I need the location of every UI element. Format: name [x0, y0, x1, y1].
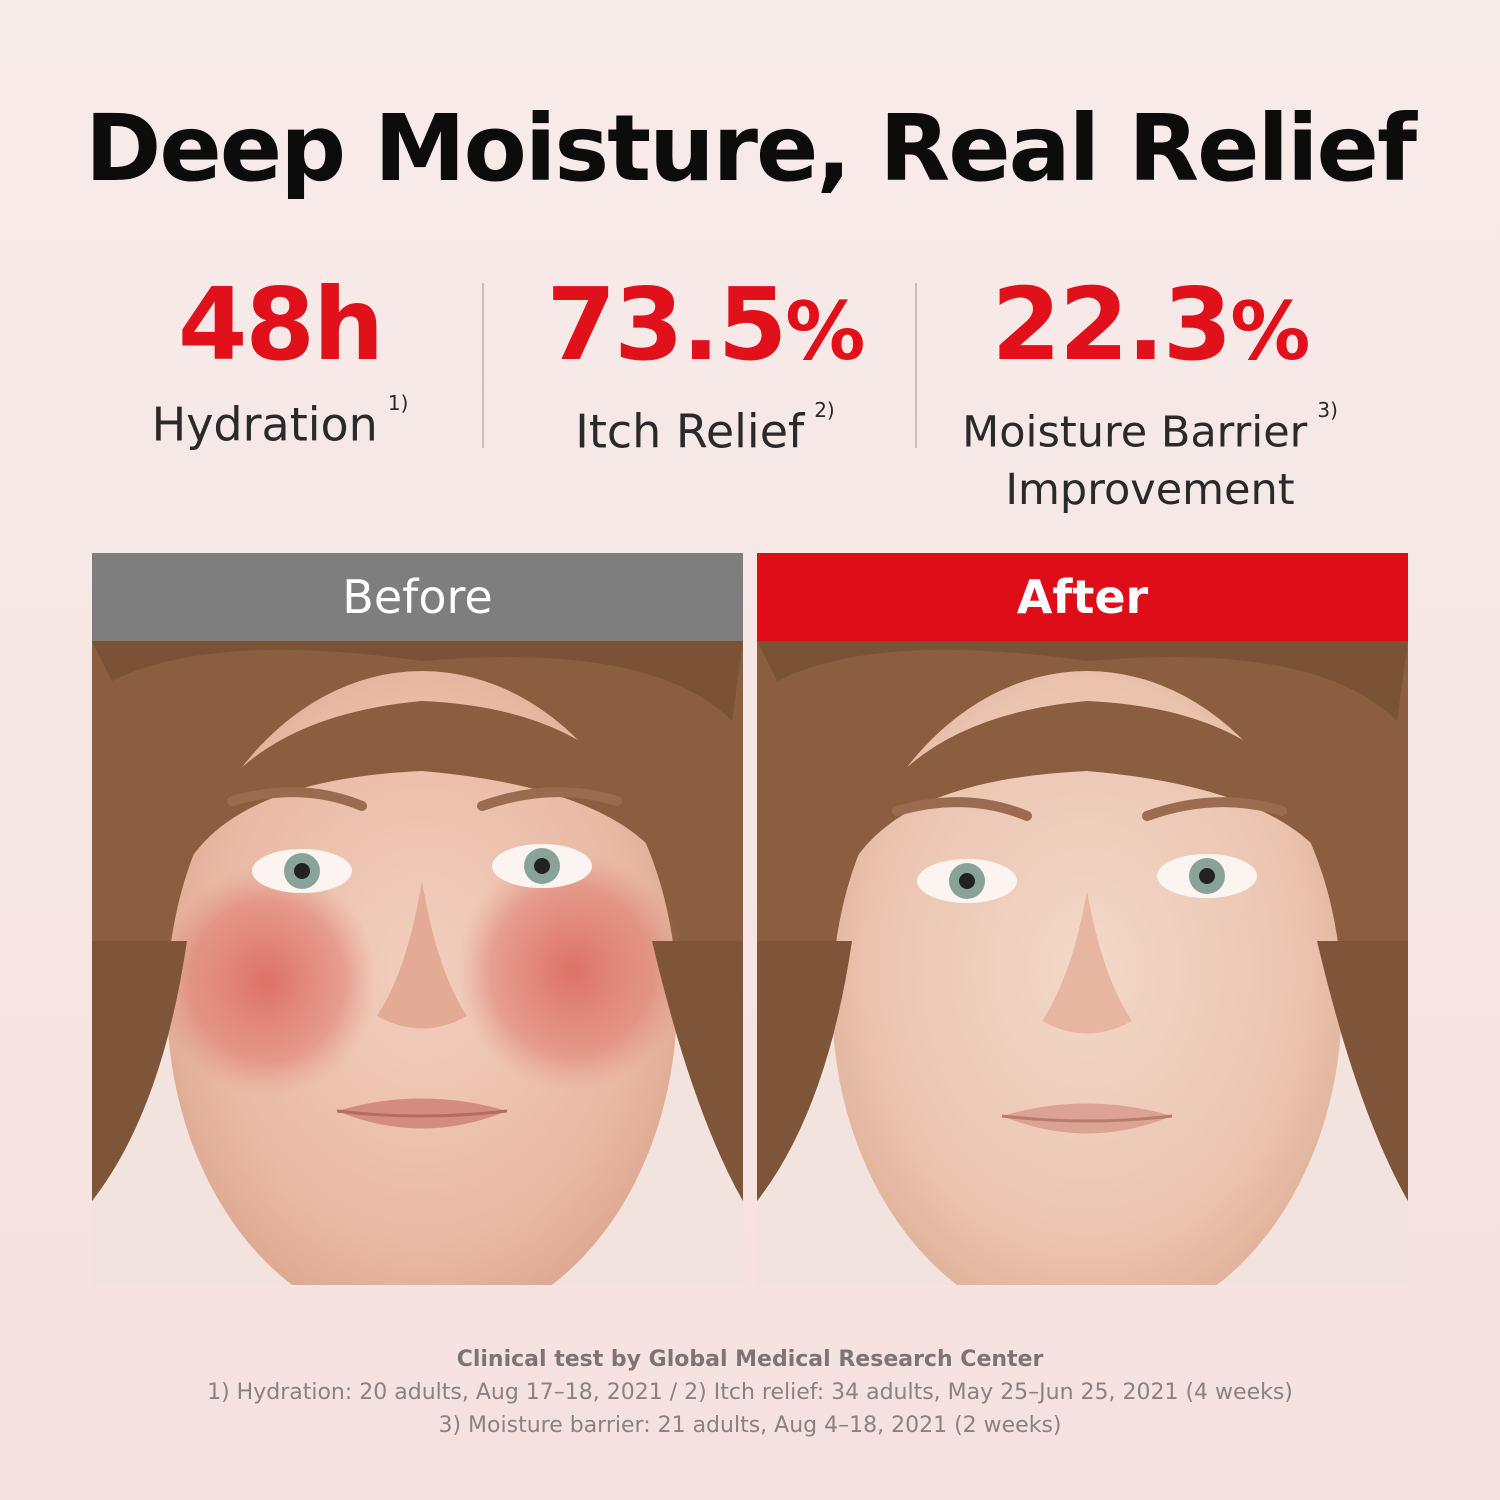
before-face-illustration — [92, 641, 743, 1285]
stat-moisture-barrier: 22.3% Moisture Barrier 3) Improvement — [960, 270, 1340, 519]
stat-itch-relief-value: 73.5% — [540, 270, 870, 387]
footnote-line-2: 3) Moisture barrier: 21 adults, Aug 4–18… — [438, 1413, 1062, 1438]
stat-moisture-barrier-footnote-ref: 3) — [1317, 398, 1338, 422]
after-header: After — [757, 553, 1408, 641]
before-face-photo — [92, 641, 743, 1285]
stat-hydration-footnote-ref: 1) — [387, 391, 409, 415]
footnote-line-1: 1) Hydration: 20 adults, Aug 17–18, 2021… — [207, 1380, 1293, 1405]
stat-moisture-barrier-label-text: Moisture Barrier — [962, 407, 1308, 458]
footnote-source: Clinical test by Global Medical Research… — [456, 1347, 1044, 1372]
stat-hydration: 48h Hydration 1) — [120, 270, 440, 453]
after-panel: After — [757, 553, 1408, 1285]
stat-itch-relief-number: 73.5 — [546, 266, 788, 383]
stat-itch-relief-footnote-ref: 2) — [814, 398, 835, 422]
stat-moisture-barrier-value: 22.3% — [960, 270, 1340, 387]
stat-divider — [482, 283, 484, 448]
stat-hydration-value: 48h — [120, 270, 440, 380]
stat-moisture-barrier-label-line2: Improvement — [1005, 465, 1295, 516]
before-header: Before — [92, 553, 743, 641]
before-panel: Before — [92, 553, 743, 1285]
stat-divider — [915, 283, 917, 448]
stat-moisture-barrier-unit: % — [1230, 285, 1310, 378]
stat-itch-relief-label-text: Itch Relief — [575, 404, 805, 459]
stat-hydration-label-text: Hydration — [151, 397, 378, 452]
after-face-illustration — [757, 641, 1408, 1285]
stat-hydration-number: 48h — [177, 266, 384, 383]
stat-hydration-label: Hydration 1) — [152, 388, 409, 453]
stat-moisture-barrier-label: Moisture Barrier 3) — [962, 395, 1338, 461]
headline: Deep Moisture, Real Relief — [85, 95, 1417, 202]
stat-itch-relief-unit: % — [785, 285, 865, 378]
after-face-photo — [757, 641, 1408, 1285]
stat-moisture-barrier-number: 22.3 — [991, 266, 1233, 383]
stat-itch-relief-label: Itch Relief 2) — [575, 395, 834, 460]
stat-itch-relief: 73.5% Itch Relief 2) — [540, 270, 870, 460]
